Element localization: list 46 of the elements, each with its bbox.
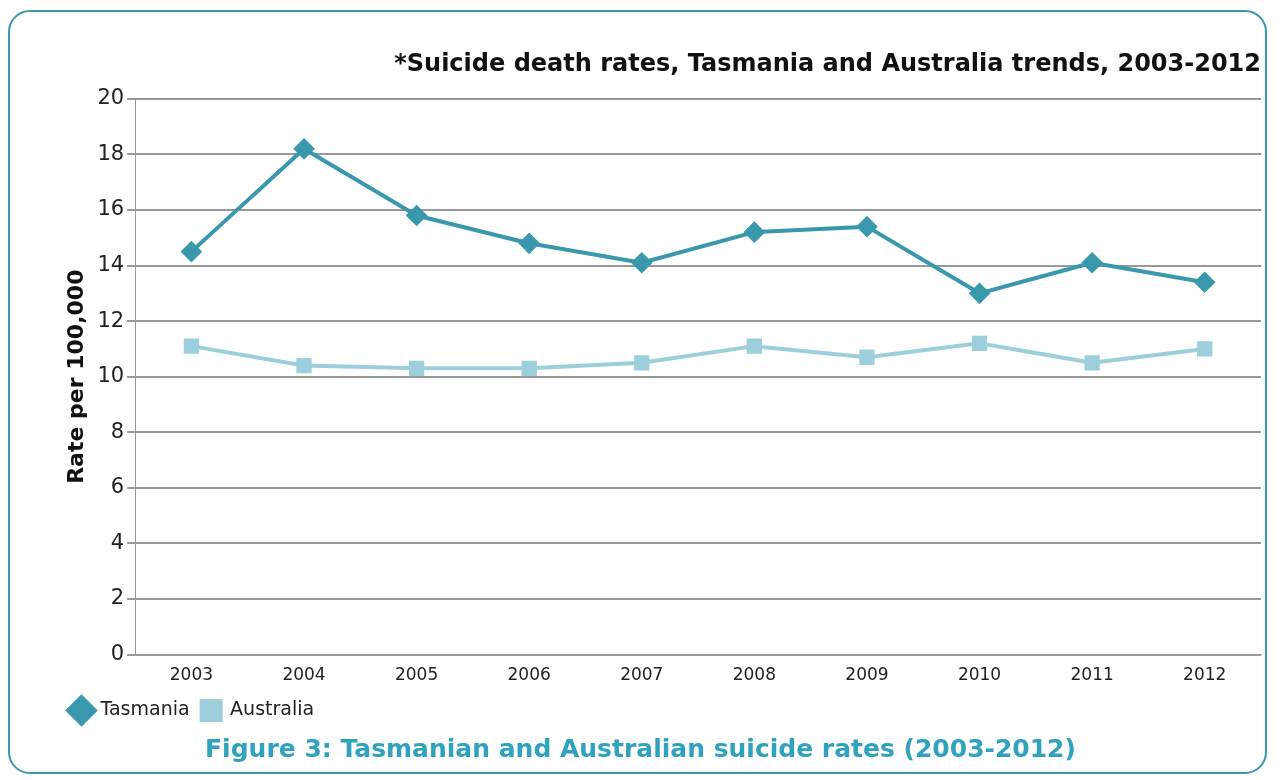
point <box>1082 252 1103 273</box>
y-tick-label: 14 <box>97 251 125 276</box>
x-tick-label: 2004 <box>282 664 326 685</box>
point <box>856 216 877 237</box>
x-tick-label: 2008 <box>732 664 776 685</box>
x-tick-label: 2003 <box>169 664 214 685</box>
legend-label: Tasmania <box>99 697 190 720</box>
x-tick-label: 2011 <box>1070 664 1114 685</box>
y-tick-label: 16 <box>97 196 125 221</box>
point <box>1084 355 1100 371</box>
x-tick-label: 2006 <box>507 664 551 685</box>
x-tick-label: 2007 <box>620 664 664 685</box>
y-tick-label: 10 <box>97 363 125 388</box>
point <box>406 205 427 226</box>
y-tick-label: 18 <box>97 140 125 165</box>
point <box>1197 341 1213 357</box>
legend-label: Australia <box>230 697 315 720</box>
y-tick-label: 6 <box>110 474 125 499</box>
point <box>519 233 540 254</box>
point <box>294 138 314 159</box>
y-tick-label: 4 <box>110 529 125 554</box>
point <box>746 338 763 354</box>
y-tick-label: 0 <box>110 641 125 666</box>
point <box>969 283 990 304</box>
point <box>971 335 988 352</box>
point <box>183 338 200 354</box>
point <box>521 360 537 377</box>
point <box>181 241 202 262</box>
y-tick-label: 20 <box>97 85 125 110</box>
x-tick-label: 2009 <box>845 664 889 685</box>
caption: Figure 3: Tasmanian and Australian suicide rates (2003-2012) <box>204 734 1077 763</box>
chart-title: *Suicide death rates, Tasmania and Australia trends, 2003-2012 <box>394 48 1261 77</box>
x-tick-label: 2012 <box>1183 664 1227 685</box>
point <box>1194 272 1215 293</box>
y-tick-label: 8 <box>110 418 125 443</box>
point <box>631 252 652 273</box>
point <box>296 357 312 374</box>
y-tick-label: 12 <box>97 307 125 332</box>
point <box>634 355 650 371</box>
y-axis-title: Rate per 100,000 <box>62 269 88 484</box>
point <box>744 222 765 243</box>
point <box>859 349 875 365</box>
x-tick-label: 2010 <box>957 664 1002 685</box>
point <box>408 360 425 377</box>
x-tick-label: 2005 <box>394 664 439 685</box>
y-tick-label: 2 <box>110 585 125 610</box>
